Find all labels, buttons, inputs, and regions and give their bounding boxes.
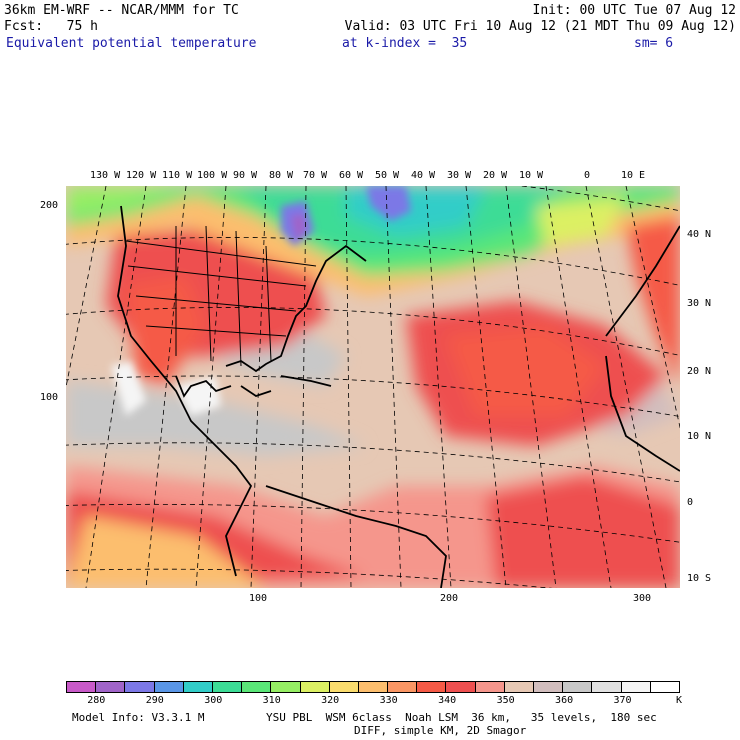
- physics-info: YSU PBL WSM 6class Noah LSM 36 km, 35 le…: [266, 711, 657, 724]
- colorbar-swatch: [183, 682, 213, 692]
- colorbar-label: 330: [379, 695, 398, 706]
- latitude-label: 0: [687, 497, 694, 508]
- colorbar-swatch: [534, 682, 564, 692]
- longitude-label: 10 W: [519, 170, 544, 181]
- latitude-label: 40 N: [687, 229, 712, 240]
- grid-label-left-100: 100: [40, 392, 59, 403]
- longitude-label: 20 W: [483, 170, 508, 181]
- colorbar-swatch: [212, 682, 243, 692]
- colorbar-label: 320: [321, 695, 340, 706]
- colorbar-label: 350: [496, 695, 515, 706]
- colorbar-swatch: [504, 682, 534, 692]
- init-time: Init: 00 UTC Tue 07 Aug 12: [532, 3, 737, 18]
- colorbar: [66, 681, 680, 693]
- longitude-label: 100 W: [197, 170, 228, 181]
- state-borders: [125, 225, 317, 367]
- latitude-label: 30 N: [687, 298, 712, 309]
- field-name: Equivalent potential temperature: [6, 36, 257, 51]
- colorbar-swatch: [242, 682, 272, 692]
- temperature-field: [66, 186, 680, 588]
- latitude-label: 20 N: [687, 366, 712, 377]
- diffusion-info: DIFF, simple KM, 2D Smagor: [354, 724, 527, 737]
- colorbar-label: 360: [555, 695, 574, 706]
- longitude-label: 80 W: [269, 170, 294, 181]
- forecast-hour: Fcst: 75 h: [4, 19, 98, 34]
- colorbar-swatch: [650, 682, 679, 692]
- graticule: [66, 186, 680, 588]
- colorbar-swatch: [67, 682, 97, 692]
- grid-label-left-200: 200: [40, 200, 59, 211]
- colorbar-swatch: [329, 682, 359, 692]
- colorbar-swatch: [417, 682, 447, 692]
- longitude-label: 110 W: [162, 170, 193, 181]
- longitude-label: 60 W: [339, 170, 364, 181]
- colorbar-label: 340: [438, 695, 457, 706]
- colorbar-swatch: [388, 682, 418, 692]
- colorbar-swatch: [125, 682, 155, 692]
- colorbar-swatch: [446, 682, 476, 692]
- colorbar-swatch: [563, 682, 593, 692]
- colorbar-swatch: [154, 682, 184, 692]
- longitude-label: 30 W: [447, 170, 472, 181]
- model-info: Model Info: V3.3.1 M: [72, 711, 205, 724]
- colorbar-unit: K: [676, 695, 683, 706]
- colorbar-swatch: [621, 682, 651, 692]
- grid-label-bottom-300: 300: [633, 593, 652, 604]
- longitude-label: 70 W: [303, 170, 328, 181]
- colorbar-label: 280: [87, 695, 106, 706]
- colorbar-swatch: [592, 682, 622, 692]
- smoothing: sm= 6: [634, 36, 674, 51]
- grid-label-bottom-100: 100: [249, 593, 268, 604]
- valid-time: Valid: 03 UTC Fri 10 Aug 12 (21 MDT Thu …: [344, 19, 736, 34]
- colorbar-swatch: [358, 682, 389, 692]
- colorbar-label: 370: [613, 695, 632, 706]
- longitude-label: 120 W: [126, 170, 157, 181]
- longitude-label: 90 W: [233, 170, 258, 181]
- colorbar-label: 290: [145, 695, 164, 706]
- coastlines: [117, 205, 680, 588]
- k-index: at k-index = 35: [342, 36, 468, 51]
- longitude-label: 50 W: [375, 170, 400, 181]
- grid-label-bottom-200: 200: [440, 593, 459, 604]
- latitude-label: 10 S: [687, 573, 712, 584]
- longitude-label: 0: [584, 170, 591, 181]
- colorbar-label: 300: [204, 695, 223, 706]
- colorbar-label: 310: [262, 695, 281, 706]
- longitude-label: 130 W: [90, 170, 121, 181]
- longitude-label: 40 W: [411, 170, 436, 181]
- theta-e-map: [66, 186, 680, 588]
- colorbar-swatch: [96, 682, 126, 692]
- colorbar-swatch: [300, 682, 330, 692]
- colorbar-swatch: [475, 682, 505, 692]
- model-title: 36km EM-WRF -- NCAR/MMM for TC: [4, 3, 239, 18]
- colorbar-swatch: [271, 682, 301, 692]
- longitude-label: 10 E: [621, 170, 646, 181]
- latitude-label: 10 N: [687, 431, 712, 442]
